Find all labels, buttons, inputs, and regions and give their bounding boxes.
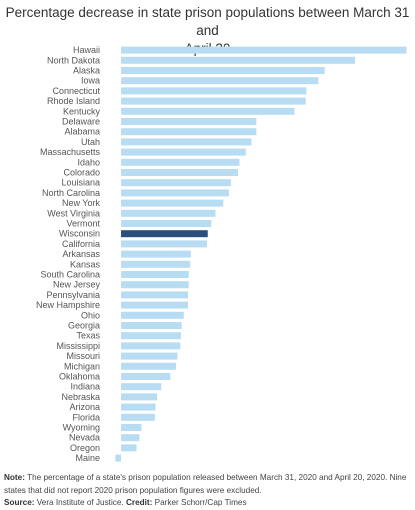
state-label-massachusetts: Massachusetts [40,147,101,157]
state-label-missouri: Missouri [66,351,100,361]
state-label-new-york: New York [62,198,101,208]
bar-alaska[interactable] [121,67,325,74]
bar-nevada[interactable] [121,434,140,442]
bar-new-york[interactable] [121,199,224,207]
state-label-mississippi: Mississippi [56,341,100,351]
bar-delaware[interactable] [121,118,257,125]
state-label-colorado: Colorado [63,168,100,178]
bar-new-jersey[interactable] [121,281,189,289]
state-label-oklahoma: Oklahoma [59,372,100,382]
source-text: Vera Institute of Justice. [36,498,124,507]
note-label: Note: [4,473,25,482]
state-label-idaho: Idaho [77,157,100,167]
state-label-connecticut: Connecticut [52,86,100,96]
bar-oklahoma[interactable] [121,373,171,380]
bar-missouri[interactable] [121,352,178,360]
bar-massachusetts[interactable] [121,148,246,156]
bar-connecticut[interactable] [121,87,307,95]
credit-label: Credit: [125,498,153,507]
source-label: Source: [4,498,35,507]
source-line: Source: Vera Institute of Justice. Credi… [4,497,412,510]
bar-west-virginia[interactable] [121,209,216,217]
state-label-nevada: Nevada [69,433,100,443]
state-label-indiana: Indiana [70,382,100,392]
state-label-texas: Texas [76,331,100,341]
bar-wyoming[interactable] [121,424,142,431]
state-label-alaska: Alaska [73,66,100,76]
state-label-new-jersey: New Jersey [53,280,101,290]
state-label-oregon: Oregon [70,443,100,453]
bar-vermont[interactable] [121,220,212,227]
state-label-wyoming: Wyoming [63,423,100,433]
state-label-north-dakota: North Dakota [47,55,100,65]
bar-ohio[interactable] [121,311,184,319]
bar-arizona[interactable] [121,403,156,411]
chart-title-line-1: Percentage decrease in state prison popu… [5,5,410,38]
state-label-utah: Utah [81,137,100,147]
bar-indiana[interactable] [121,383,162,391]
bar-south-carolina[interactable] [121,271,189,278]
state-label-arkansas: Arkansas [62,249,100,259]
state-label-kentucky: Kentucky [63,106,101,116]
bar-idaho[interactable] [121,158,240,166]
bar-north-carolina[interactable] [121,189,229,197]
state-label-vermont: Vermont [66,219,100,229]
bar-louisiana[interactable] [121,179,231,187]
bar-mississippi[interactable] [121,342,181,350]
note-line: Note: The percentage of a state's prison… [4,472,412,497]
state-label-arizona: Arizona [69,402,100,412]
bar-hawaii[interactable] [121,46,407,54]
bar-wisconsin[interactable] [121,230,208,238]
state-label-michigan: Michigan [64,361,100,371]
bar-rhode-island[interactable] [121,97,306,105]
state-label-new-hampshire: New Hampshire [36,300,100,310]
bar-colorado[interactable] [121,169,239,176]
state-label-delaware: Delaware [62,117,100,127]
bar-arkansas[interactable] [121,250,191,258]
state-label-kansas: Kansas [70,259,101,269]
credit-text: Parker Schorr/Cap Times [154,498,247,507]
bar-maine[interactable] [115,454,122,462]
bar-utah[interactable] [121,138,252,146]
bar-oregon[interactable] [121,444,137,452]
state-label-georgia: Georgia [68,321,100,331]
state-label-california: California [62,239,100,249]
bar-texas[interactable] [121,332,181,340]
state-label-wisconsin: Wisconsin [59,229,100,239]
state-label-nebraska: Nebraska [61,392,100,402]
chart-footer: Note: The percentage of a state's prison… [4,472,412,510]
bar-michigan[interactable] [121,362,177,370]
state-label-pennsylvania: Pennsylvania [46,290,100,300]
bar-iowa[interactable] [121,77,319,85]
state-label-alabama: Alabama [64,127,100,137]
bar-florida[interactable] [121,413,155,421]
bar-new-hampshire[interactable] [121,301,188,309]
bar-georgia[interactable] [121,322,182,329]
note-text: The percentage of a state's prison popul… [4,473,407,495]
bar-north-dakota[interactable] [121,56,356,64]
bar-nebraska[interactable] [121,393,157,401]
bar-kansas[interactable] [121,260,191,268]
bar-kentucky[interactable] [121,107,295,115]
state-label-maine: Maine [75,453,100,463]
state-label-ohio: Ohio [81,310,100,320]
state-label-louisiana: Louisiana [61,178,100,188]
state-label-florida: Florida [72,412,100,422]
state-label-rhode-island: Rhode Island [47,96,100,106]
state-label-south-carolina: South Carolina [40,270,100,280]
state-label-west-virginia: West Virginia [47,208,100,218]
bar-alabama[interactable] [121,128,257,136]
state-label-north-carolina: North Carolina [42,188,100,198]
state-label-hawaii: Hawaii [73,45,100,55]
bar-california[interactable] [121,240,208,248]
bar-pennsylvania[interactable] [121,291,188,299]
state-label-iowa: Iowa [81,76,100,86]
